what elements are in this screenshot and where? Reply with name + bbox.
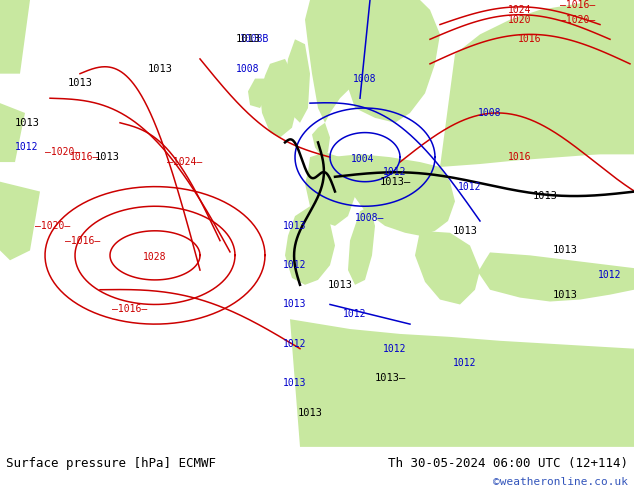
Polygon shape bbox=[305, 152, 355, 226]
Text: 1008: 1008 bbox=[353, 74, 377, 84]
Text: 1008: 1008 bbox=[236, 64, 260, 74]
Text: –1016–: –1016– bbox=[560, 0, 595, 10]
Text: 1016–: 1016– bbox=[70, 152, 100, 162]
Text: 1013: 1013 bbox=[533, 192, 557, 201]
Text: 1012: 1012 bbox=[453, 358, 477, 368]
Text: –1016–: –1016– bbox=[65, 236, 100, 245]
Text: –1020–: –1020– bbox=[560, 15, 595, 24]
Text: 1012: 1012 bbox=[458, 182, 482, 192]
Text: 1012: 1012 bbox=[383, 167, 407, 177]
Text: 1013: 1013 bbox=[283, 221, 307, 231]
Polygon shape bbox=[290, 319, 634, 447]
Text: 1012: 1012 bbox=[15, 142, 39, 152]
Text: 1013: 1013 bbox=[552, 290, 578, 300]
Polygon shape bbox=[0, 0, 30, 74]
Text: 1004: 1004 bbox=[351, 154, 375, 164]
Text: 1013: 1013 bbox=[67, 78, 93, 89]
Text: 1013: 1013 bbox=[328, 280, 353, 290]
Text: 1013: 1013 bbox=[453, 226, 477, 236]
Text: 1008B: 1008B bbox=[240, 34, 269, 44]
Text: 1012: 1012 bbox=[283, 339, 307, 349]
Text: 1008: 1008 bbox=[478, 108, 501, 118]
Polygon shape bbox=[348, 206, 375, 285]
Text: 1013: 1013 bbox=[297, 408, 323, 417]
Polygon shape bbox=[330, 0, 440, 123]
Polygon shape bbox=[285, 206, 335, 285]
Text: –1020–: –1020– bbox=[45, 147, 81, 157]
Text: 1016: 1016 bbox=[508, 152, 532, 162]
Polygon shape bbox=[285, 39, 310, 123]
Text: 1012: 1012 bbox=[283, 260, 307, 270]
Text: 1012: 1012 bbox=[598, 270, 622, 280]
Polygon shape bbox=[260, 59, 298, 138]
Text: 1013: 1013 bbox=[283, 378, 307, 388]
Text: 1012: 1012 bbox=[383, 343, 407, 354]
Text: 1024: 1024 bbox=[508, 5, 532, 15]
Text: 1012: 1012 bbox=[343, 309, 366, 319]
Text: 1013: 1013 bbox=[15, 118, 40, 128]
Polygon shape bbox=[440, 0, 634, 167]
Text: 1013–: 1013– bbox=[374, 373, 406, 383]
Polygon shape bbox=[478, 252, 634, 301]
Text: 1013: 1013 bbox=[235, 34, 261, 44]
Text: 1013–: 1013– bbox=[379, 177, 411, 187]
Text: 1020: 1020 bbox=[508, 15, 532, 24]
Text: 1028: 1028 bbox=[143, 252, 167, 262]
Text: 1013: 1013 bbox=[148, 64, 172, 74]
Polygon shape bbox=[312, 123, 330, 157]
Text: Th 30-05-2024 06:00 UTC (12+114): Th 30-05-2024 06:00 UTC (12+114) bbox=[387, 457, 628, 470]
Polygon shape bbox=[0, 103, 25, 162]
Text: 1016: 1016 bbox=[518, 34, 541, 44]
Text: 1013: 1013 bbox=[283, 299, 307, 310]
Text: 1013: 1013 bbox=[552, 245, 578, 255]
Polygon shape bbox=[330, 154, 455, 236]
Polygon shape bbox=[248, 78, 268, 108]
Text: –1020–: –1020– bbox=[35, 221, 70, 231]
Polygon shape bbox=[0, 182, 40, 260]
Polygon shape bbox=[415, 231, 480, 304]
Text: ©weatheronline.co.uk: ©weatheronline.co.uk bbox=[493, 477, 628, 487]
Polygon shape bbox=[560, 133, 634, 154]
Text: –1016–: –1016– bbox=[112, 304, 148, 315]
Text: 1008–: 1008– bbox=[355, 213, 385, 223]
Text: –1024–: –1024– bbox=[167, 157, 203, 167]
Text: Surface pressure [hPa] ECMWF: Surface pressure [hPa] ECMWF bbox=[6, 457, 216, 470]
Text: 1013: 1013 bbox=[95, 152, 120, 162]
Polygon shape bbox=[580, 0, 634, 154]
Polygon shape bbox=[305, 0, 370, 123]
